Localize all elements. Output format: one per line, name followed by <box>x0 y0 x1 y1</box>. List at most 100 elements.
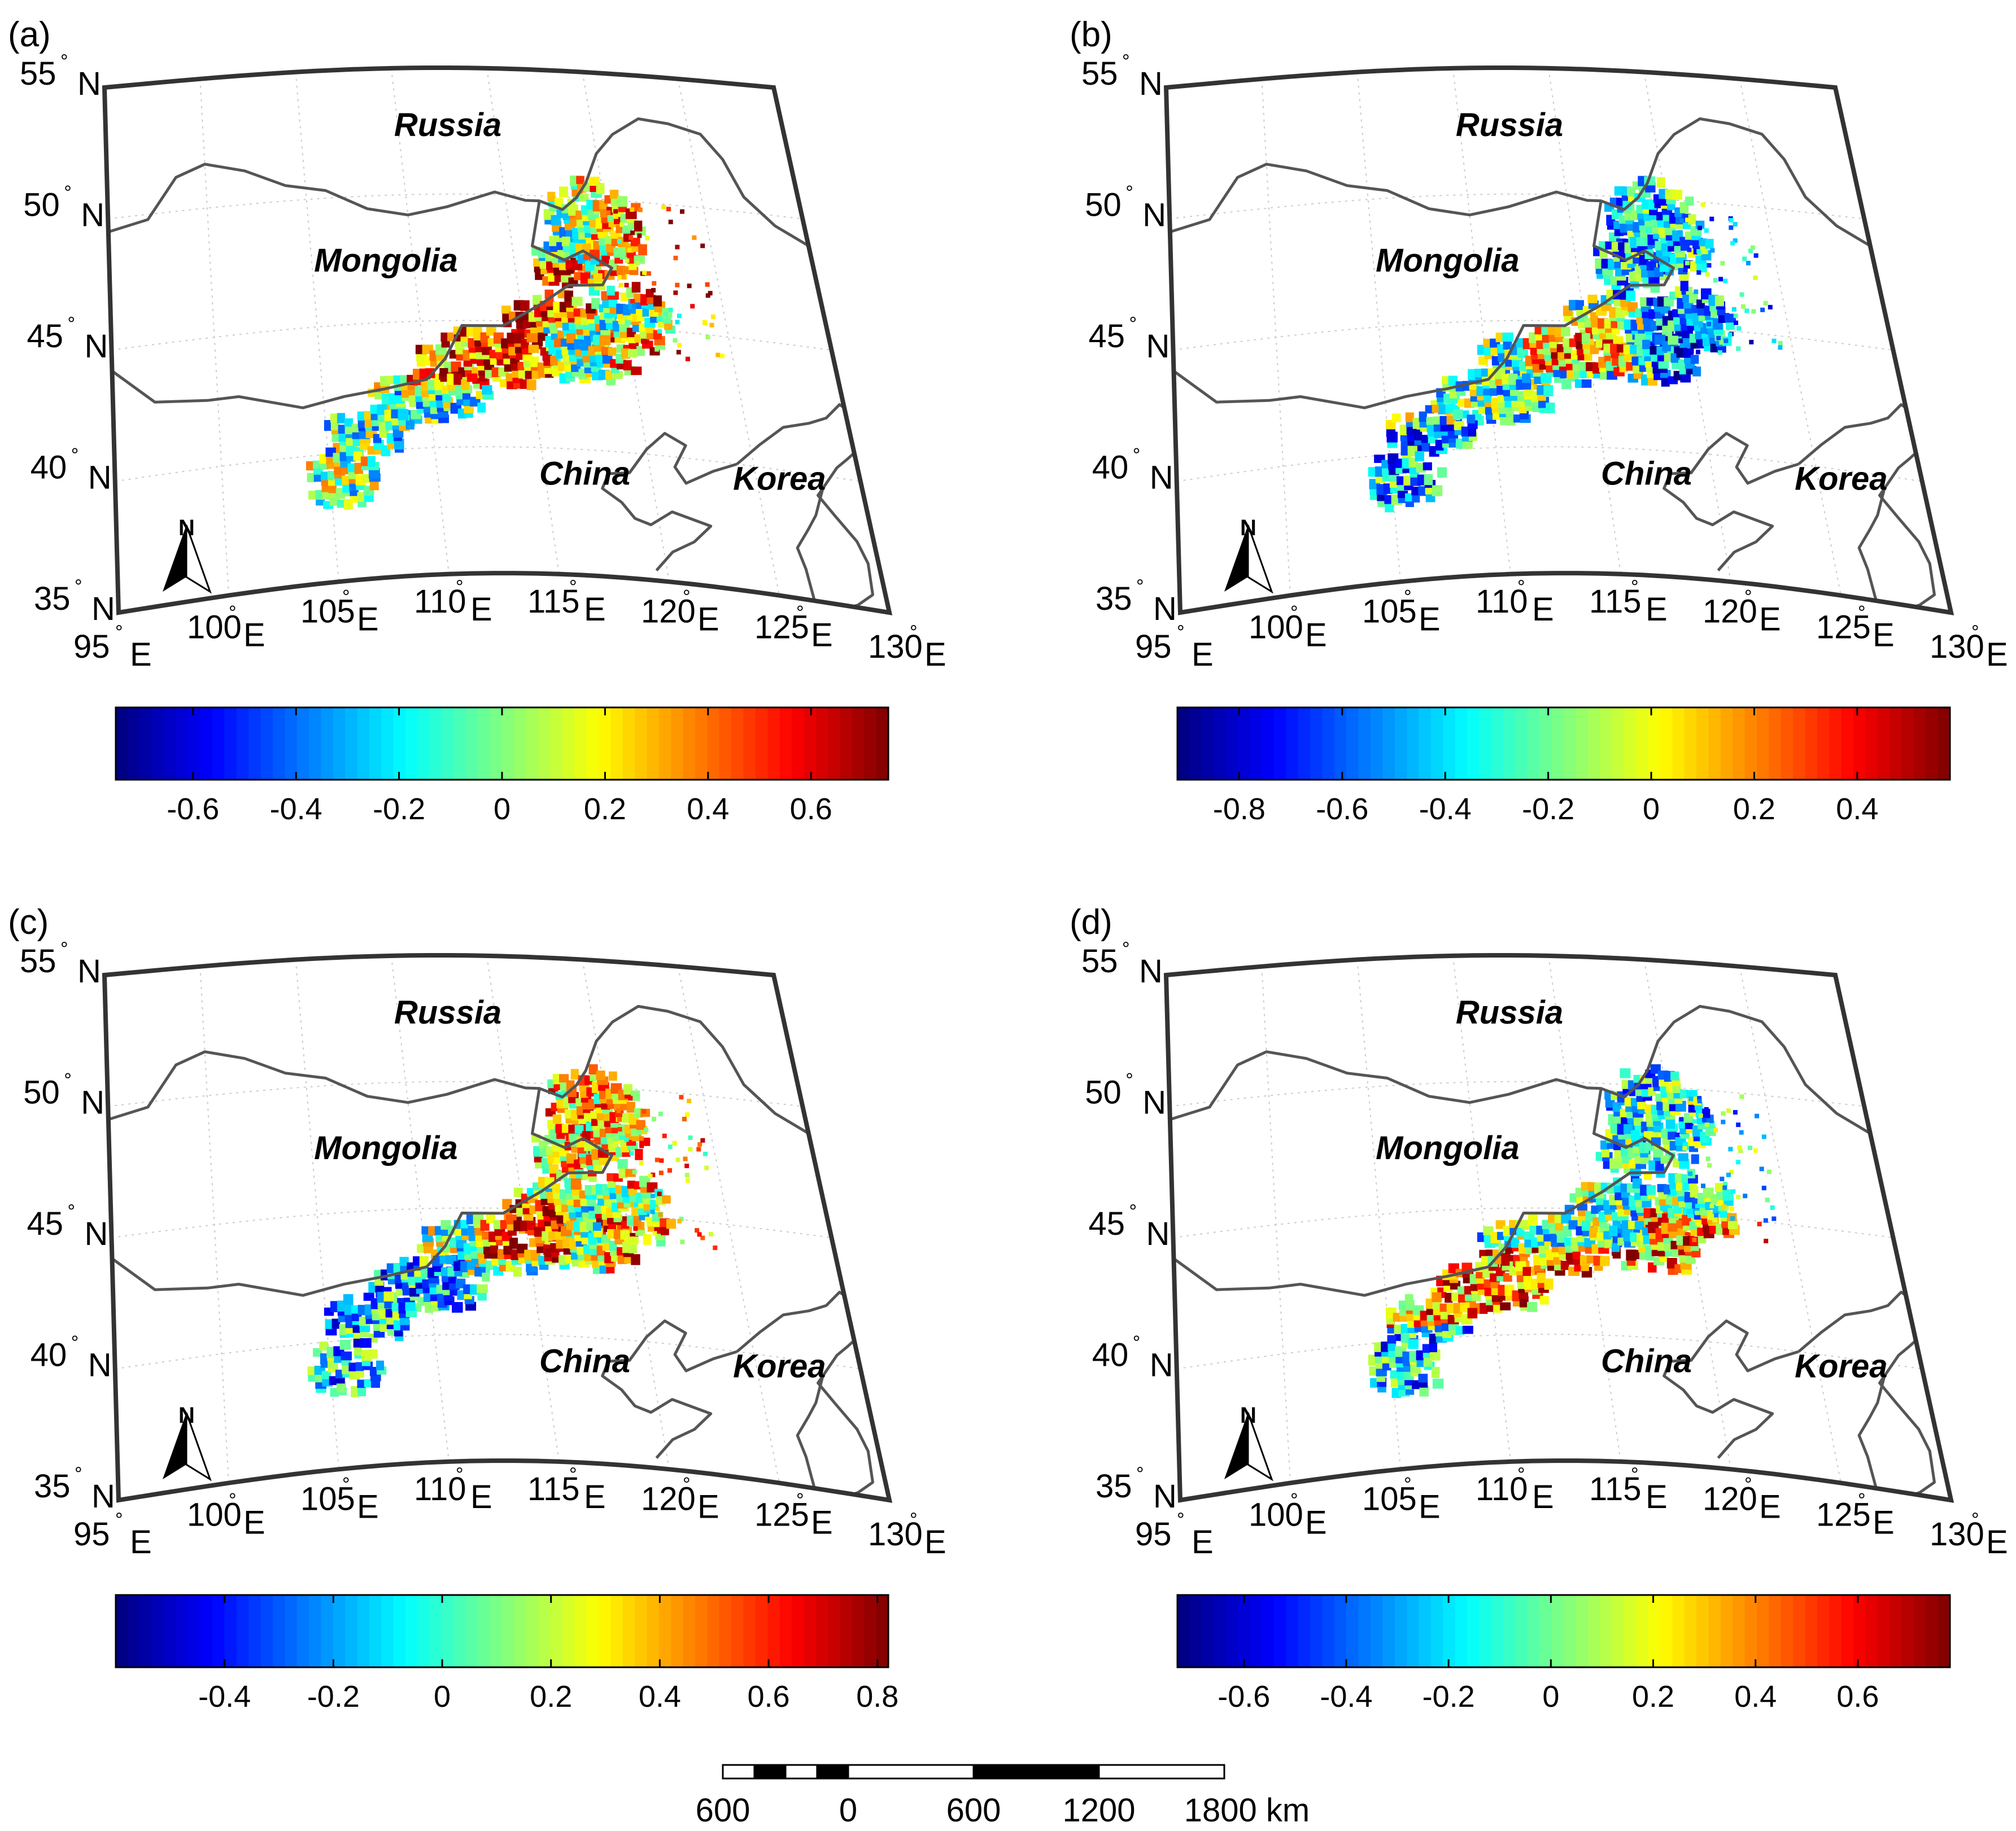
scale-bar-label: 600 <box>696 1792 750 1829</box>
pixel <box>326 1347 335 1358</box>
pixel <box>1432 1292 1442 1303</box>
colorbar-segment <box>1744 707 1757 780</box>
pixel <box>367 456 376 467</box>
colorbar-segment <box>369 707 382 780</box>
pixel <box>655 1207 660 1212</box>
colorbar-segment <box>417 1595 430 1667</box>
pixel <box>1761 1186 1766 1191</box>
pixel <box>673 290 678 295</box>
colorbar-segment <box>1455 1595 1468 1667</box>
colorbar-segment <box>647 707 660 780</box>
colorbar-segment <box>1636 707 1649 780</box>
pixel <box>639 1161 644 1166</box>
pixel <box>579 193 589 202</box>
pixel <box>630 299 635 304</box>
lon-tick-label: 105 <box>300 1480 355 1517</box>
lat-hemisphere: N <box>1153 1478 1177 1515</box>
colorbar-segment <box>538 1595 551 1667</box>
pixel <box>1675 1132 1680 1137</box>
pixel <box>1692 1238 1697 1243</box>
pixel <box>533 295 542 305</box>
colorbar-segment <box>526 707 539 780</box>
lon-tick-label: 100 <box>187 1497 242 1533</box>
lat-tick-label: 45 <box>27 318 64 355</box>
pixel <box>1691 1154 1699 1164</box>
pixel <box>1704 228 1709 233</box>
pixel <box>1405 412 1414 422</box>
lon-tick-label: 100 <box>1249 609 1303 646</box>
colorbar-segment <box>514 707 527 780</box>
pixel <box>1402 458 1411 469</box>
colorbar-segment <box>200 1595 213 1667</box>
colorbar-segment <box>792 707 804 780</box>
pixel <box>685 356 690 361</box>
pixel <box>700 243 705 248</box>
pixel <box>466 326 475 337</box>
degree-symbol: ° <box>64 182 72 204</box>
colorbar-segment <box>1865 1595 1878 1667</box>
pixel <box>662 1133 667 1138</box>
north-arrow-label: N <box>178 515 195 540</box>
colorbar-segment <box>1926 707 1939 780</box>
pixel <box>1688 293 1698 303</box>
lat-hemisphere: N <box>88 1347 112 1384</box>
colorbar-segment <box>840 707 853 780</box>
pixel <box>385 1309 394 1318</box>
colorbar-segment <box>357 707 370 780</box>
colorbar-segment <box>1467 707 1480 780</box>
pixel <box>1620 1068 1631 1078</box>
pixel <box>1448 375 1458 386</box>
colorbar-segment <box>1539 1595 1552 1667</box>
pixel <box>688 1147 693 1152</box>
colorbar-segment <box>345 1595 358 1667</box>
colorbar-segment <box>490 707 503 780</box>
china-coastline <box>1662 432 1799 571</box>
colorbar-segment <box>1250 1595 1263 1667</box>
pixel <box>552 1073 561 1085</box>
pixel <box>709 322 714 327</box>
lon-hemisphere: E <box>1759 1488 1781 1525</box>
pixel <box>708 1232 713 1237</box>
pixel <box>619 248 624 253</box>
pixel <box>642 1109 647 1114</box>
pixel <box>566 333 576 343</box>
degree-symbol: ° <box>1631 576 1639 598</box>
pixel <box>1751 309 1756 314</box>
colorbar-segment <box>442 707 455 780</box>
colorbar-segment <box>1757 1595 1769 1667</box>
colorbar-tick-label: 0 <box>494 792 510 826</box>
pixel <box>386 1263 396 1273</box>
pixel <box>1685 260 1690 265</box>
pixel <box>331 1318 341 1329</box>
colorbar-segment <box>815 707 828 780</box>
colorbar-segment <box>309 707 321 780</box>
colorbar-tick-label: 0.2 <box>584 792 626 826</box>
pixel <box>1733 238 1738 243</box>
pixel <box>1502 333 1513 342</box>
degree-symbol: ° <box>1744 1474 1752 1495</box>
colorbar-segment <box>586 707 599 780</box>
lon-hemisphere: E <box>584 1479 606 1515</box>
lon-tick-label: 95 <box>73 628 110 665</box>
colorbar-segment <box>647 1595 660 1667</box>
pixel <box>1722 1185 1727 1190</box>
colorbar-segment <box>1382 707 1395 780</box>
colorbar-segment <box>1394 707 1407 780</box>
degree-symbol: ° <box>569 1464 577 1485</box>
pixel <box>1753 275 1758 280</box>
colorbar-segment <box>139 707 152 780</box>
colorbar-segment <box>1793 707 1806 780</box>
colorbar-segment <box>1587 1595 1600 1667</box>
pixel <box>677 313 682 318</box>
degree-symbol: ° <box>1290 602 1298 624</box>
pixel <box>555 198 564 209</box>
colorbar-tick-label: 0 <box>1643 792 1660 826</box>
degree-symbol: ° <box>1858 1490 1866 1511</box>
colorbar-segment <box>128 707 141 780</box>
degree-symbol: ° <box>1133 445 1141 466</box>
degree-symbol: ° <box>1404 1474 1412 1495</box>
pixel <box>1646 1185 1656 1195</box>
